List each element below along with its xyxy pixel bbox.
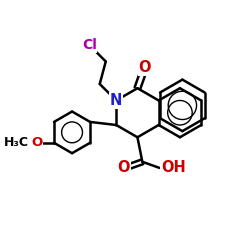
Text: OH: OH [161, 160, 186, 176]
Text: O: O [138, 60, 151, 75]
Text: O: O [118, 160, 130, 176]
Text: H₃C: H₃C [4, 136, 28, 149]
Text: Cl: Cl [82, 38, 97, 52]
Text: N: N [110, 93, 122, 108]
Text: O: O [31, 136, 42, 149]
